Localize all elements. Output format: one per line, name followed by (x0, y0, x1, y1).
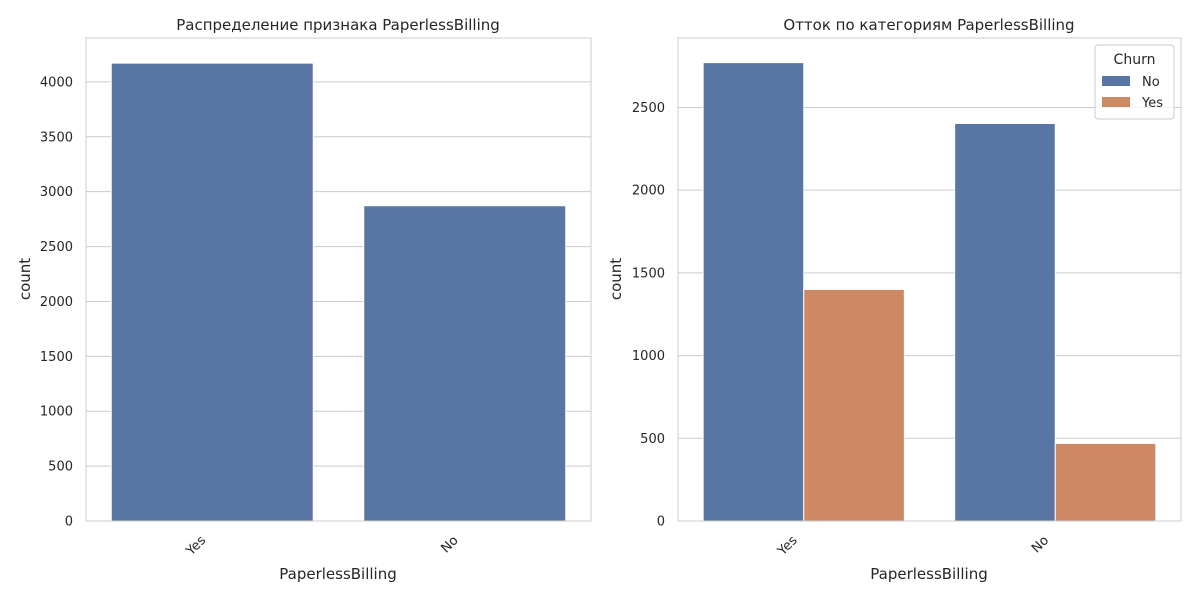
legend-label-yes: Yes (1141, 96, 1163, 111)
x-axis-label: PaperlessBilling (870, 565, 988, 583)
legend: Churn No Yes (1094, 44, 1175, 120)
legend-swatch-no (1102, 76, 1130, 86)
bar-no-no (954, 123, 1056, 522)
bar-yes-no (702, 62, 805, 522)
y-tick-label: 2500 (632, 101, 665, 116)
x-tick-label: Yes (183, 533, 209, 559)
legend-label-no: No (1142, 75, 1160, 90)
y-tick-label: 4000 (40, 75, 73, 90)
y-axis-label: count (16, 258, 34, 300)
y-tick-label: 2000 (40, 295, 73, 310)
y-tick-label: 2000 (632, 184, 665, 199)
bar-yes-yes (803, 288, 905, 522)
y-tick-label: 1500 (632, 266, 665, 281)
y-tick-labels: 0 500 1000 1500 2000 2500 3000 3500 4000 (40, 75, 73, 529)
x-axis-label: PaperlessBilling (279, 565, 397, 583)
y-tick-label: 3000 (40, 185, 73, 200)
bars (702, 62, 1157, 522)
y-tick-label: 1000 (632, 349, 665, 364)
bar-yes (110, 62, 314, 522)
y-axis-label: count (607, 258, 625, 300)
x-tick-label: No (1029, 533, 1052, 556)
y-tick-label: 0 (65, 515, 73, 530)
y-tick-label: 500 (48, 460, 73, 475)
chart-paperless-distribution: Распределение признака PaperlessBilling … (16, 16, 592, 583)
chart-churn-by-paperless: Отток по категориям PaperlessBilling 0 50… (607, 16, 1182, 583)
legend-title: Churn (1114, 52, 1156, 68)
chart-title: Распределение признака PaperlessBilling (176, 16, 500, 34)
bars (110, 62, 567, 522)
x-tick-label: No (438, 533, 461, 556)
x-tick-label: Yes (774, 533, 800, 559)
y-tick-label: 1500 (40, 350, 73, 365)
y-tick-labels: 0 500 1000 1500 2000 2500 (632, 101, 665, 530)
bar-no-yes (1054, 442, 1157, 522)
legend-swatch-yes (1102, 97, 1130, 107)
y-tick-label: 2500 (40, 240, 73, 255)
plot-frame (677, 37, 1182, 522)
plot-frame (85, 37, 592, 522)
y-tick-label: 0 (657, 515, 665, 530)
x-tick-labels: Yes No (183, 533, 462, 559)
chart-title: Отток по категориям PaperlessBilling (783, 16, 1074, 34)
x-tick-labels: Yes No (774, 533, 1052, 559)
y-tick-label: 1000 (40, 405, 73, 420)
bar-no (363, 205, 567, 522)
y-tick-label: 3500 (40, 130, 73, 145)
y-tick-label: 500 (640, 432, 665, 447)
